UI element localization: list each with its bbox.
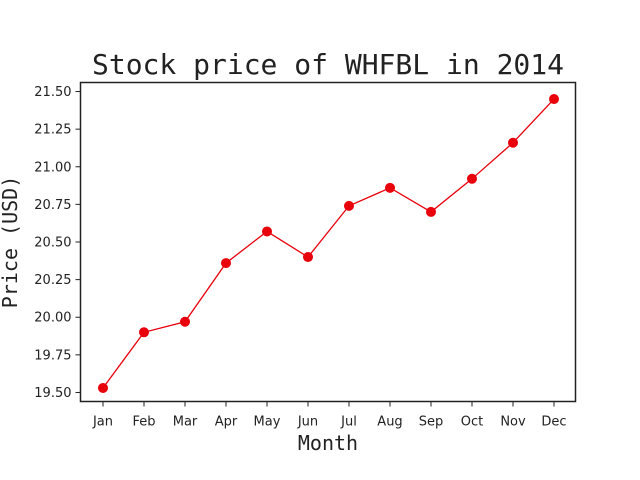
x-tick-label: Mar (173, 415, 198, 430)
data-point (426, 206, 436, 217)
x-axis: Jan Feb Mar Apr May Jun Jul Aug Sep Oct Nov Dec (92, 401, 567, 430)
x-tick-label: Jan (92, 415, 113, 430)
x-tick-label: Sep (419, 415, 444, 430)
data-point (344, 200, 354, 211)
x-tick-label: Dec (541, 415, 566, 430)
y-tick-label: 21.50 (34, 85, 71, 100)
data-point (303, 252, 313, 263)
y-tick-label: 20.00 (34, 311, 71, 326)
x-tick-label: Oct (461, 415, 483, 430)
x-tick-label: Feb (132, 415, 155, 430)
data-point (467, 173, 477, 184)
data-point (180, 316, 190, 327)
x-tick-label: Apr (215, 415, 238, 430)
data-point (139, 327, 149, 338)
y-tick-label: 20.25 (34, 273, 71, 288)
plot-frame (79, 81, 577, 403)
data-point (98, 382, 108, 393)
data-point (508, 137, 518, 148)
y-tick-label: 21.25 (34, 123, 71, 138)
y-tick-label: 20.50 (34, 236, 71, 251)
x-tick-label: Aug (377, 415, 402, 430)
data-point (262, 226, 272, 237)
x-tick-label: Jul (340, 415, 357, 430)
y-axis-label: Price (USD) (0, 176, 22, 308)
x-axis-label: Month (298, 431, 358, 455)
chart-title: Stock price of WHFBL in 2014 (92, 48, 564, 81)
y-tick-label: 19.50 (34, 386, 71, 401)
x-tick-label: May (254, 415, 281, 430)
data-point (385, 182, 395, 193)
x-tick-label: Nov (500, 415, 526, 430)
y-tick-label: 21.00 (34, 160, 71, 175)
y-tick-label: 20.75 (34, 198, 71, 213)
plot-series (98, 94, 559, 393)
data-point (549, 94, 559, 105)
x-tick-label: Jun (297, 415, 318, 430)
y-axis: 19.50 19.75 20.00 20.25 20.50 20.75 21.00 21.25… (34, 85, 81, 401)
data-point (221, 258, 231, 269)
series-line (102, 98, 555, 389)
y-tick-label: 19.75 (34, 348, 71, 363)
